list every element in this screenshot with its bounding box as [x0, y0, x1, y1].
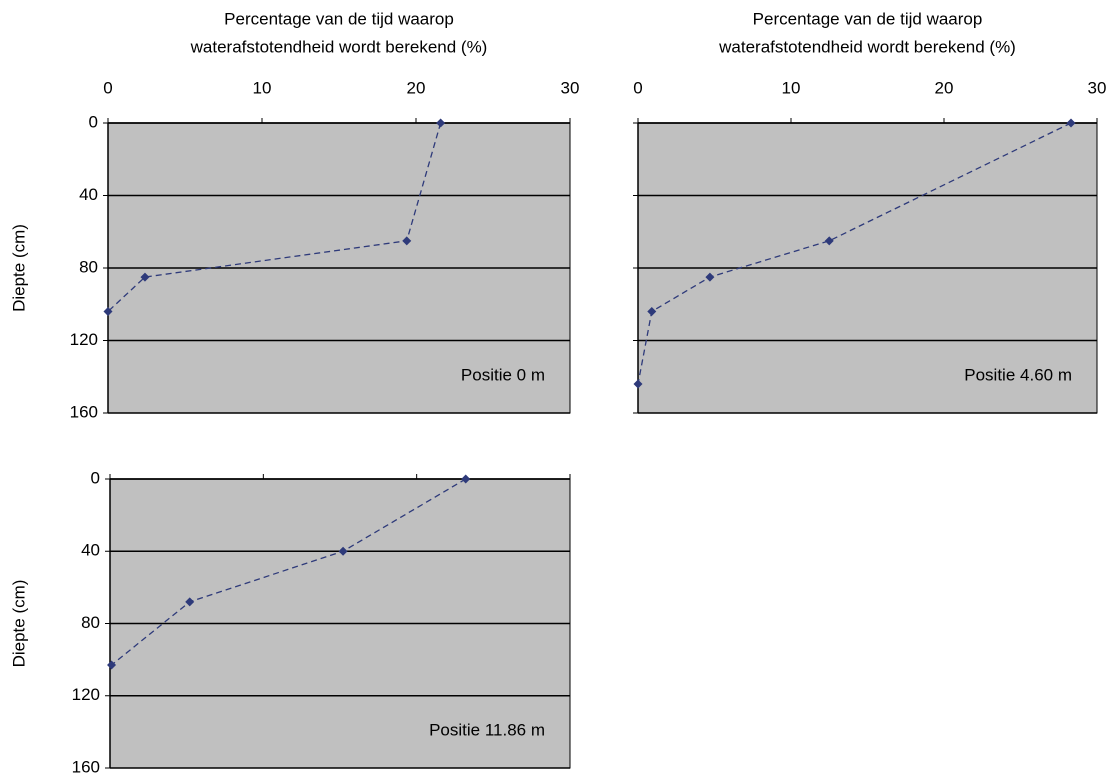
data-point	[402, 236, 412, 246]
x-tick-label: 30	[561, 78, 580, 97]
x-tick-label: 0	[103, 78, 112, 97]
y-axis-title: Diepte (cm)	[9, 580, 28, 668]
annotation: Positie 0 m	[461, 365, 545, 384]
y-tick-label: 80	[81, 613, 100, 632]
x-axis-title: Percentage van de tijd waarop	[224, 9, 454, 28]
y-tick-label: 160	[70, 402, 98, 421]
series-line	[111, 478, 467, 666]
annotation: Positie 11.86 m	[429, 720, 545, 739]
y-tick-label: 0	[89, 112, 98, 131]
x-axis-title: waterafstotendheid wordt berekend (%)	[718, 37, 1016, 56]
x-tick-label: 20	[407, 78, 426, 97]
x-tick-label: 10	[782, 78, 801, 97]
data-point	[185, 597, 195, 607]
y-tick-label: 0	[91, 468, 100, 487]
data-point	[436, 118, 446, 128]
data-point	[140, 272, 150, 282]
data-point	[103, 307, 113, 316]
x-tick-label: 20	[935, 78, 954, 97]
y-tick-label: 40	[81, 541, 100, 560]
x-tick-label: 10	[253, 78, 272, 97]
data-point	[705, 272, 715, 282]
data-point	[338, 546, 348, 556]
y-tick-label: 120	[72, 685, 100, 704]
annotation: Positie 4.60 m	[964, 365, 1072, 384]
y-tick-label: 120	[70, 330, 98, 349]
series-line	[107, 122, 442, 312]
x-tick-label: 30	[1088, 78, 1107, 97]
x-axis-title: Percentage van de tijd waarop	[753, 9, 983, 28]
data-point	[461, 474, 471, 484]
x-axis-title: waterafstotendheid wordt berekend (%)	[190, 37, 488, 56]
y-tick-label: 40	[79, 185, 98, 204]
y-tick-label: 80	[79, 257, 98, 276]
y-axis-title: Diepte (cm)	[9, 224, 28, 312]
data-point	[1066, 118, 1076, 128]
data-point	[647, 307, 657, 316]
data-point	[824, 236, 834, 246]
y-tick-label: 160	[72, 757, 100, 776]
data-point	[633, 379, 643, 389]
data-point	[107, 660, 117, 670]
x-tick-label: 0	[633, 78, 642, 97]
